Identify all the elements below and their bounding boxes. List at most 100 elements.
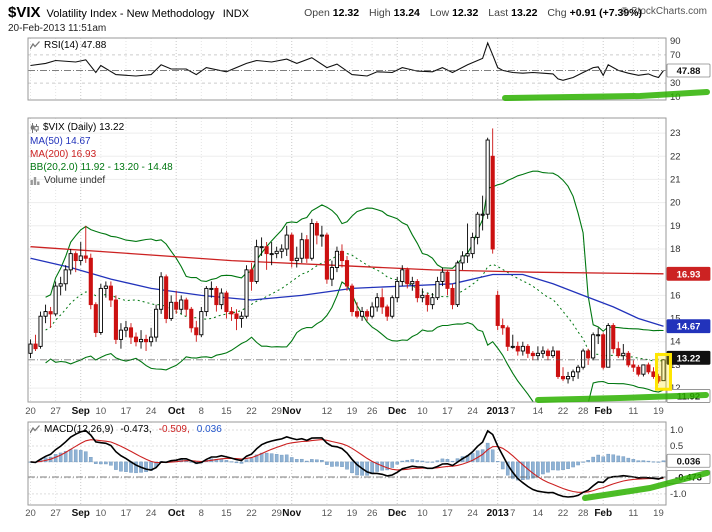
- x-axis-label: 29: [271, 406, 282, 417]
- indicator-icon: [30, 425, 40, 434]
- candle-body: [606, 325, 611, 368]
- y-axis-tick: 21: [670, 174, 681, 185]
- rsi-legend: RSI(14) 47.88: [30, 40, 106, 51]
- x-axis-label: 11: [628, 508, 638, 519]
- candle-body: [98, 287, 103, 333]
- macd-histogram-bar: [415, 460, 420, 463]
- macd-histogram-bar: [63, 451, 68, 463]
- x-axis-label: 29: [271, 508, 282, 519]
- candle-body: [274, 250, 279, 255]
- y-axis-value-box: [666, 453, 711, 468]
- macd-histogram-bar: [626, 457, 631, 463]
- rsi-legend-text: RSI(14) 47.88: [44, 40, 107, 51]
- macd-histogram-bar: [621, 456, 626, 463]
- candle-body: [259, 246, 264, 249]
- candle-body: [254, 246, 259, 282]
- y-axis-tick: 70: [670, 50, 681, 61]
- candle-body: [284, 234, 289, 250]
- macd-histogram-bar: [440, 458, 445, 463]
- rsi-panel-bg: [28, 38, 666, 100]
- y-axis-tick: 10: [670, 92, 681, 103]
- main-panel-border: [27, 117, 667, 403]
- candle-body: [646, 364, 651, 373]
- x-axis-label: 22: [246, 508, 257, 519]
- volume-icon: [30, 177, 40, 185]
- macd-histogram-bar: [485, 442, 490, 463]
- candle-body: [540, 350, 545, 354]
- x-axis-label: 26: [367, 508, 378, 519]
- candle-body: [636, 366, 641, 375]
- macd-histogram-bar: [495, 461, 500, 463]
- candle-body: [78, 255, 83, 262]
- chg-value: +0.91 (+7.39%): [569, 7, 642, 19]
- y-axis-tick: 23: [670, 128, 681, 139]
- x-axis-label: 7: [510, 406, 515, 417]
- candle-body: [244, 269, 249, 317]
- macd-histogram-bar: [254, 454, 259, 463]
- candle-body: [470, 236, 475, 255]
- candle-body: [38, 315, 43, 347]
- macd-histogram-bar: [606, 453, 611, 463]
- x-axis-label: Dec: [388, 508, 407, 519]
- macd-histogram-bar: [78, 450, 83, 463]
- macd-histogram-bar: [239, 461, 244, 464]
- candle-body: [269, 253, 274, 256]
- x-axis-label: 15: [221, 406, 232, 417]
- macd-histogram-bar: [646, 460, 651, 463]
- y-axis-value-box: [666, 266, 711, 281]
- volume-legend: Volume undef: [30, 175, 105, 186]
- macd-histogram-bar: [340, 461, 344, 467]
- y-axis-tick: 18: [670, 244, 681, 255]
- candle-body: [586, 350, 591, 359]
- x-axis-label: 20: [25, 508, 36, 519]
- macd-histogram-bar: [450, 460, 455, 463]
- x-axis-label: 24: [146, 508, 157, 519]
- macd-histogram-bar: [88, 457, 93, 463]
- macd-histogram-bar: [470, 453, 475, 463]
- x-axis-label: 17: [442, 406, 453, 417]
- candle-body: [249, 269, 254, 282]
- macd-histogram-bar: [631, 459, 636, 463]
- macd-histogram-bar: [284, 454, 289, 463]
- candle-body: [390, 297, 395, 317]
- candle-body: [309, 223, 314, 259]
- macd-histogram-bar: [480, 449, 485, 463]
- candle-body: [334, 250, 340, 268]
- x-axis-label: 11: [628, 406, 638, 417]
- candle-body: [651, 371, 656, 377]
- x-axis-label: 26: [367, 406, 378, 417]
- macd-histogram-bar: [289, 457, 294, 463]
- low-label: Low: [429, 7, 450, 19]
- chart-title: Volatility Index - New Methodology: [46, 8, 215, 20]
- candle-body: [365, 311, 370, 317]
- candle-body: [500, 325, 505, 329]
- macd-histogram-bar: [109, 461, 113, 466]
- candle-body: [370, 306, 375, 317]
- macd-histogram-bar: [264, 452, 269, 463]
- candle-body: [611, 325, 616, 350]
- exchange-label: INDX: [222, 8, 249, 20]
- indicator-icon: [30, 41, 40, 50]
- symbol: $VIX: [8, 4, 41, 21]
- price-legend-text: $VIX (Daily) 13.22: [43, 122, 125, 133]
- candle-body: [515, 345, 520, 352]
- macd-histogram-bar: [601, 456, 606, 463]
- macd-histogram-bar: [596, 454, 600, 463]
- candle-body: [123, 327, 129, 331]
- candle-body: [73, 253, 78, 262]
- candle-body: [505, 327, 510, 347]
- candle-body: [194, 327, 199, 336]
- macd-legend-label: MACD(12,26,9): [44, 424, 114, 435]
- chart-header: $VIX Volatility Index - New Methodology …: [8, 4, 249, 21]
- macd-histogram-bar: [636, 460, 641, 463]
- y-axis-tick: 13: [670, 360, 681, 371]
- candle-body: [329, 267, 334, 280]
- candle-body: [360, 311, 365, 317]
- x-axis-label: Nov: [282, 508, 301, 519]
- x-axis-label: 19: [653, 508, 664, 519]
- macd-histogram-bar: [551, 461, 555, 471]
- macd-histogram-bar: [536, 461, 540, 477]
- candle-body: [214, 287, 219, 306]
- candle-body: [68, 253, 73, 271]
- bb-lower-band: [45, 281, 664, 402]
